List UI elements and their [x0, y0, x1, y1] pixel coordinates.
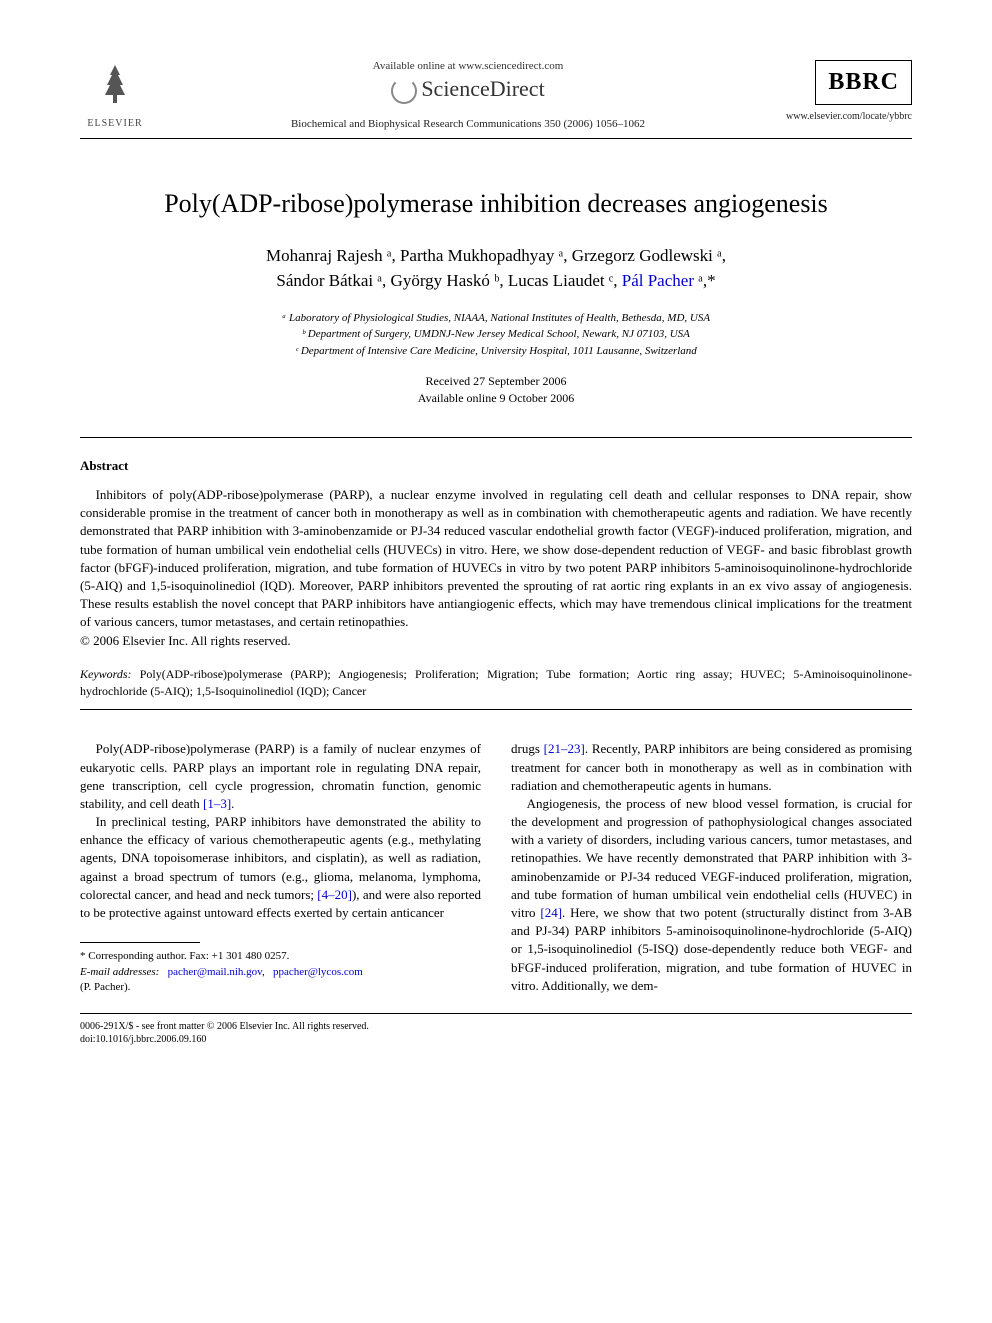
sciencedirect-swirl-icon: [391, 78, 417, 104]
elsevier-label: ELSEVIER: [80, 118, 150, 129]
corresponding-author-link[interactable]: Pál Pacher: [622, 271, 694, 290]
online-date: Available online 9 October 2006: [80, 390, 912, 407]
footer-line-2: doi:10.1016/j.bbrc.2006.09.160: [80, 1033, 912, 1046]
footer-rule: [80, 1013, 912, 1014]
authors-block: Mohanraj Rajesh ᵃ, Partha Mukhopadhyay ᵃ…: [80, 243, 912, 294]
abstract-top-rule: [80, 437, 912, 438]
affiliation-c: ᶜ Department of Intensive Care Medicine,…: [80, 343, 912, 360]
right-column: drugs [21–23]. Recently, PARP inhibitors…: [511, 740, 912, 995]
footer-line-1: 0006-291X/$ - see front matter © 2006 El…: [80, 1020, 912, 1033]
abstract-body: Inhibitors of poly(ADP-ribose)polymerase…: [80, 487, 912, 629]
elsevier-tree-icon: [80, 60, 150, 118]
footnotes: * Corresponding author. Fax: +1 301 480 …: [80, 949, 481, 995]
available-online-text: Available online at www.sciencedirect.co…: [150, 60, 786, 72]
body-para-2: In preclinical testing, PARP inhibitors …: [80, 813, 481, 922]
header-row: ELSEVIER Available online at www.science…: [80, 60, 912, 130]
corresponding-note: * Corresponding author. Fax: +1 301 480 …: [80, 949, 481, 964]
authors-line-1: Mohanraj Rajesh ᵃ, Partha Mukhopadhyay ᵃ…: [266, 246, 726, 265]
ref-link-24[interactable]: [24]: [540, 905, 562, 920]
header-rule: [80, 138, 912, 139]
email-line: E-mail addresses: pacher@mail.nih.gov, p…: [80, 965, 481, 980]
journal-brand-box: BBRC www.elsevier.com/locate/ybbrc: [786, 60, 912, 122]
copyright-footer: 0006-291X/$ - see front matter © 2006 El…: [80, 1020, 912, 1046]
ref-link-1-3[interactable]: [1–3]: [203, 796, 231, 811]
authors-line-2-pre: Sándor Bátkai ᵃ, György Haskó ᵇ, Lucas L…: [276, 271, 621, 290]
locate-url: www.elsevier.com/locate/ybbrc: [786, 111, 912, 122]
received-date: Received 27 September 2006: [80, 373, 912, 390]
keywords-block: Keywords: Poly(ADP-ribose)polymerase (PA…: [80, 666, 912, 700]
keywords-text: Poly(ADP-ribose)polymerase (PARP); Angio…: [80, 667, 912, 698]
paper-page: ELSEVIER Available online at www.science…: [0, 0, 992, 1086]
abstract-label: Abstract: [80, 458, 912, 474]
journal-abbrev: BBRC: [815, 60, 912, 105]
sciencedirect-text: ScienceDirect: [421, 76, 544, 101]
sciencedirect-logo: ScienceDirect: [150, 76, 786, 104]
p1-pre: Poly(ADP-ribose)polymerase (PARP) is a f…: [80, 741, 481, 811]
body-para-4: Angiogenesis, the process of new blood v…: [511, 795, 912, 995]
dates-block: Received 27 September 2006 Available onl…: [80, 373, 912, 407]
article-title: Poly(ADP-ribose)polymerase inhibition de…: [80, 189, 912, 219]
journal-reference: Biochemical and Biophysical Research Com…: [150, 118, 786, 130]
keywords-label: Keywords:: [80, 667, 132, 681]
p4-pre: Angiogenesis, the process of new blood v…: [511, 796, 912, 920]
footnote-rule: [80, 942, 200, 943]
left-column: Poly(ADP-ribose)polymerase (PARP) is a f…: [80, 740, 481, 995]
email-link-1[interactable]: pacher@mail.nih.gov: [168, 966, 262, 978]
email-link-2[interactable]: ppacher@lycos.com: [273, 966, 363, 978]
ref-link-21-23[interactable]: [21–23]: [544, 741, 585, 756]
email-sep: ,: [262, 966, 268, 978]
affiliation-a: ᵃ Laboratory of Physiological Studies, N…: [80, 310, 912, 327]
body-para-3: drugs [21–23]. Recently, PARP inhibitors…: [511, 740, 912, 795]
email-author-paren: (P. Pacher).: [80, 980, 481, 995]
affiliation-b: ᵇ Department of Surgery, UMDNJ-New Jerse…: [80, 326, 912, 343]
elsevier-logo: ELSEVIER: [80, 60, 150, 129]
affiliations-block: ᵃ Laboratory of Physiological Studies, N…: [80, 310, 912, 360]
abstract-copyright: © 2006 Elsevier Inc. All rights reserved…: [80, 632, 291, 650]
p3-pre: drugs: [511, 741, 544, 756]
abstract-bottom-rule: [80, 709, 912, 710]
p1-post: .: [231, 796, 234, 811]
p4-post: . Here, we show that two potent (structu…: [511, 905, 912, 993]
authors-line-2-post: ᵃ,*: [694, 271, 716, 290]
center-header: Available online at www.sciencedirect.co…: [150, 60, 786, 130]
body-para-1: Poly(ADP-ribose)polymerase (PARP) is a f…: [80, 740, 481, 813]
email-label: E-mail addresses:: [80, 966, 159, 978]
ref-link-4-20[interactable]: [4–20]: [317, 887, 352, 902]
body-columns: Poly(ADP-ribose)polymerase (PARP) is a f…: [80, 740, 912, 995]
abstract-text: Inhibitors of poly(ADP-ribose)polymerase…: [80, 486, 912, 650]
